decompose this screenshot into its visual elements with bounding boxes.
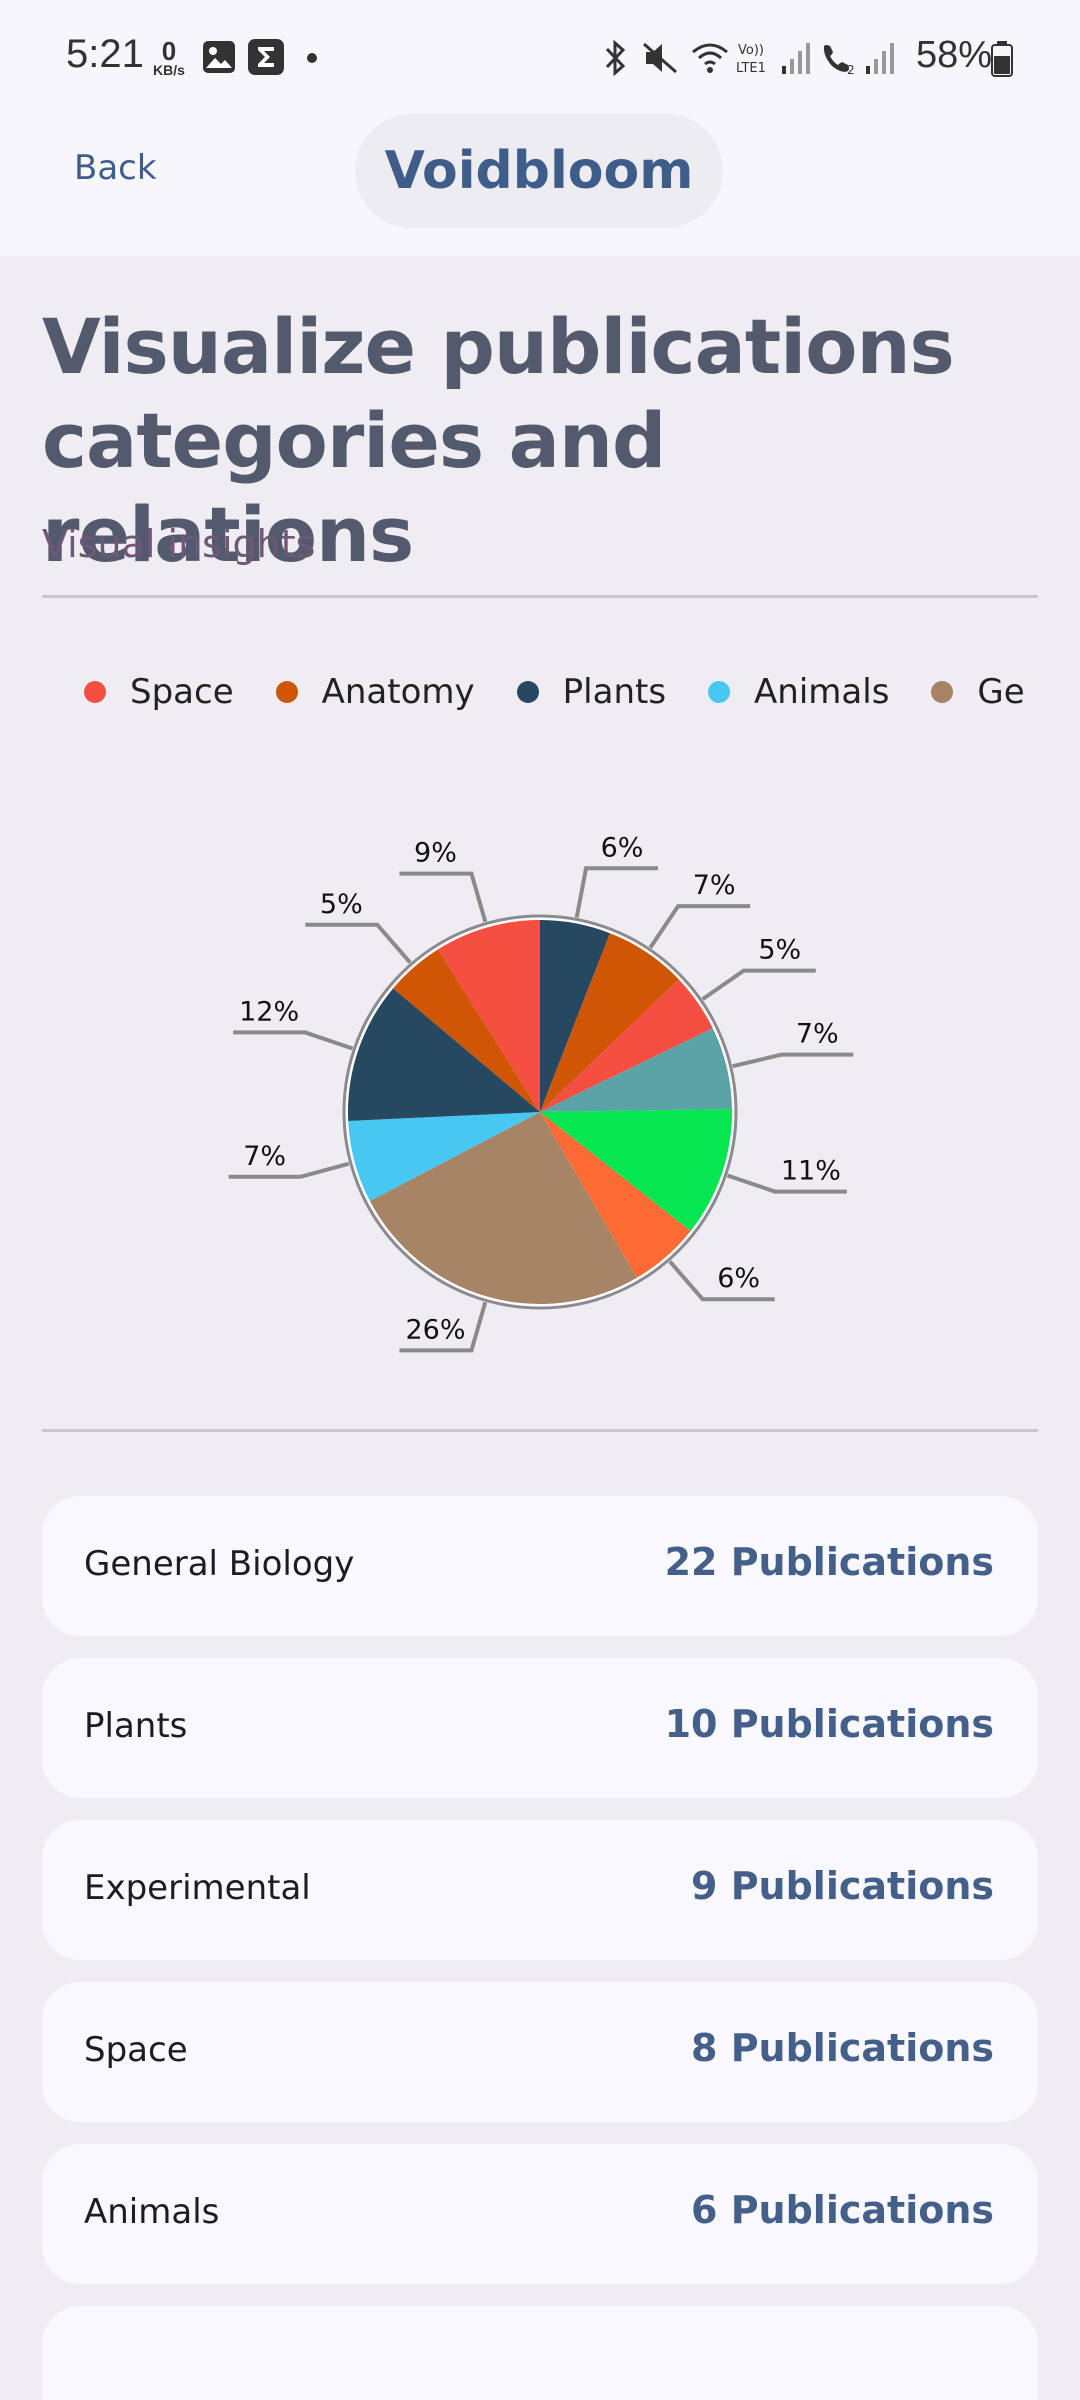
app-title: Voidbloom [384, 141, 694, 201]
battery-percent: 58% [915, 34, 992, 76]
battery-icon [991, 41, 1013, 77]
pie-slice[interactable] [348, 1112, 540, 1202]
legend-item: Anatomy [275, 672, 475, 712]
legend-swatch [931, 681, 954, 703]
pie-chart: 6% 7% 5% 7% 11% 6% 26% 7% 12% 5% 9% [228, 832, 854, 1353]
pie-leader-line [305, 922, 412, 964]
pie-leader-line [228, 1161, 350, 1179]
legend-swatch [516, 681, 539, 703]
pie-percent-label: 5% [320, 889, 363, 920]
signal-strength-2-icon [866, 43, 894, 74]
divider-top [42, 595, 1038, 598]
category-count: 9 Publications [691, 1864, 994, 1908]
category-card-plants[interactable]: Plants 10 Publications [42, 1658, 1038, 1798]
status-bar: 5:21 0 KB/s Vo)) LTE1 2 [0, 0, 1080, 120]
pie-leader-line [399, 1301, 488, 1353]
category-name: Animals [84, 2192, 220, 2232]
divider-bottom [42, 1429, 1038, 1432]
page-subtitle: Visual insights [42, 522, 316, 566]
gallery-icon [203, 41, 235, 73]
pie-slice[interactable] [540, 1112, 691, 1278]
bluetooth-icon [605, 40, 626, 76]
page-title: Visualize publications categories and re… [42, 302, 955, 579]
category-name: Plants [84, 1706, 188, 1746]
legend-swatch [84, 681, 106, 703]
net-speed-indicator: 0 KB/s [148, 36, 190, 78]
svg-text:Vo)): Vo)) [738, 43, 764, 58]
legend-swatch [708, 681, 731, 703]
pie-slice[interactable] [369, 1112, 637, 1304]
pie-percent-label: 7% [243, 1141, 286, 1172]
category-count: 10 Publications [664, 1702, 994, 1746]
pie-percent-label: 11% [781, 1156, 841, 1187]
pie-slice[interactable] [438, 920, 540, 1112]
pie-leader-line [726, 1173, 847, 1194]
pie-leader-line [648, 904, 751, 949]
category-name: General Biology [84, 1544, 355, 1584]
legend-label: Space [130, 672, 234, 712]
legend-item: Animals [708, 672, 889, 712]
signal-strength-1-icon [782, 43, 810, 74]
pie-leader-line [701, 968, 816, 1001]
category-count: 8 Publications [691, 2026, 994, 2070]
net-speed-value: 0 [161, 36, 177, 66]
notification-dot-icon [307, 53, 317, 63]
pie-leader-line [574, 866, 659, 918]
app-title-pill: Voidbloom [355, 114, 723, 228]
legend-label: Animals [754, 672, 890, 712]
pie-percent-label: 26% [405, 1314, 465, 1345]
pie-percent-label: 12% [239, 996, 299, 1027]
pie-percent-label: 6% [717, 1263, 760, 1294]
category-card-space[interactable]: Space 8 Publications [42, 1982, 1038, 2122]
pie-percent-label: 9% [414, 838, 457, 869]
category-card-experimental[interactable]: Experimental 9 Publications [42, 1820, 1038, 1960]
status-time: 5:21 [66, 32, 144, 76]
category-name: Space [84, 2030, 188, 2070]
svg-text:2: 2 [847, 63, 855, 76]
pie-percent-label: 5% [758, 935, 801, 966]
mute-icon [643, 42, 677, 74]
category-card-partial[interactable] [42, 2306, 1038, 2400]
pie-leader-line [668, 1260, 775, 1302]
pie-percent-label: 7% [796, 1019, 839, 1050]
legend-label: Anatomy [321, 672, 475, 712]
svg-text:LTE1: LTE1 [736, 61, 766, 76]
category-count: 22 Publications [664, 1540, 994, 1584]
wifi-calling-icon: 2 [823, 45, 855, 76]
pie-slice[interactable] [540, 933, 679, 1112]
pie-leader-line [233, 1030, 354, 1051]
legend-item: Ge [931, 672, 1025, 712]
legend-label: Plants [562, 672, 667, 712]
pie-slice[interactable] [540, 1109, 732, 1232]
sigma-app-icon [248, 39, 284, 75]
pie-slice[interactable] [540, 979, 713, 1112]
pie-slice[interactable] [540, 920, 611, 1112]
pie-slice[interactable] [540, 1028, 732, 1112]
category-name: Experimental [84, 1868, 311, 1908]
pie-leader-line [399, 871, 488, 923]
chart-legend: Space Anatomy Plants Animals Ge [42, 672, 1038, 728]
legend-item: Plants [516, 672, 667, 712]
volte-icon: Vo)) LTE1 [736, 43, 766, 76]
category-card-general-biology[interactable]: General Biology 22 Publications [42, 1496, 1038, 1636]
pie-leader-line [732, 1052, 854, 1069]
pie-percent-label: 6% [601, 832, 644, 863]
category-count: 6 Publications [691, 2188, 994, 2232]
pie-slice[interactable] [393, 949, 540, 1112]
category-card-animals[interactable]: Animals 6 Publications [42, 2144, 1038, 2284]
pie-percent-label: 7% [693, 870, 736, 901]
legend-item: Space [42, 672, 234, 712]
pie-slice[interactable] [348, 988, 540, 1121]
back-button[interactable]: Back [74, 148, 157, 188]
legend-swatch [275, 681, 298, 703]
wifi-icon [692, 43, 728, 73]
net-speed-unit: KB/s [153, 62, 185, 78]
legend-label: Ge [977, 672, 1025, 712]
